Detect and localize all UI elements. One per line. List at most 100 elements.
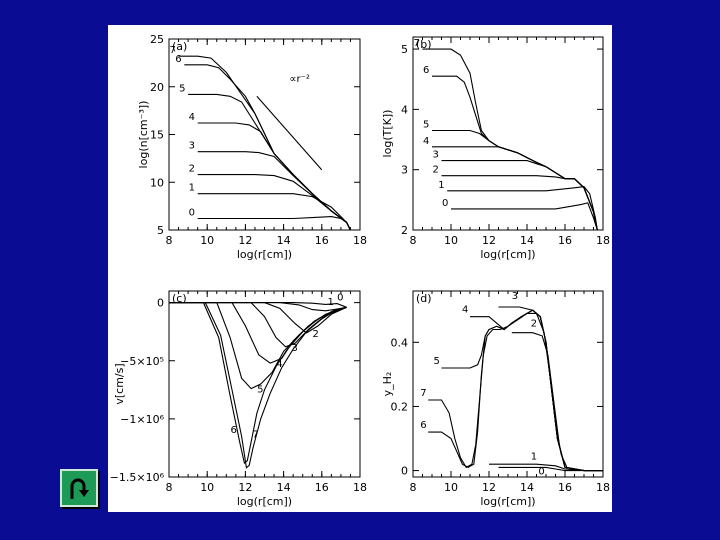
series-line-1 <box>447 186 598 231</box>
slope-annotation: ∝r⁻² <box>289 74 310 85</box>
plot-frame <box>412 290 604 478</box>
series-label-5: 5 <box>423 119 429 130</box>
series-line-6 <box>428 309 603 472</box>
x-tick-label: 10 <box>200 481 214 494</box>
panel-3: 8 10 12 14 16 180−5×10⁵−1×10⁶−1.5×10⁶log(r[cm… <box>110 290 367 508</box>
series-label-3: 3 <box>433 150 439 161</box>
series-label-6: 6 <box>175 54 181 65</box>
series-line-7 <box>178 55 351 231</box>
panel-1: 8 10 12 14 16 18510152025log(r[cm])log(n[cm⁻³… <box>137 33 367 261</box>
series-label-1: 1 <box>328 297 334 308</box>
series-label-1: 1 <box>189 183 195 194</box>
x-tick-label: 8 <box>166 481 173 494</box>
series-line-4 <box>197 122 351 231</box>
u-turn-arrow-icon <box>70 478 89 499</box>
y-tick-label: −5×10⁵ <box>120 355 164 368</box>
panel-label: (d) <box>416 292 432 305</box>
series-line-1 <box>197 193 351 231</box>
x-tick-label: 16 <box>315 234 329 247</box>
reference-line <box>256 95 323 171</box>
y-tick-label: 5 <box>157 224 164 237</box>
series-line-2 <box>197 174 351 231</box>
series-label-5: 5 <box>179 83 185 94</box>
series-line-3 <box>498 306 603 472</box>
x-tick-label: 16 <box>315 481 329 494</box>
series-line-6 <box>169 302 347 465</box>
y-tick-label: 2 <box>401 224 408 237</box>
series-line-0 <box>451 202 598 231</box>
panel-4: 8 10 12 14 16 1800.20.4log(r[cm])y_H₂(d)01234… <box>381 290 610 508</box>
series-label-7: 7 <box>420 388 426 399</box>
x-tick-label: 8 <box>410 481 417 494</box>
series-label-2: 2 <box>189 164 195 175</box>
x-tick-label: 18 <box>596 234 610 247</box>
x-tick-label: 12 <box>238 234 252 247</box>
x-tick-label: 10 <box>200 234 214 247</box>
series-line-2 <box>441 175 598 231</box>
x-tick-label: 10 <box>444 234 458 247</box>
series-label-2: 2 <box>313 329 319 340</box>
series-label-0: 0 <box>442 198 448 209</box>
series-line-4 <box>169 302 347 364</box>
series-line-6 <box>432 75 598 231</box>
series-label-0: 0 <box>538 466 544 477</box>
x-axis-label: log(r[cm]) <box>480 248 535 261</box>
series-line-5 <box>188 93 351 231</box>
series-label-6: 6 <box>423 65 429 76</box>
x-tick-label: 8 <box>410 234 417 247</box>
x-tick-label: 16 <box>558 234 572 247</box>
series-line-5 <box>441 309 603 472</box>
x-tick-label: 12 <box>482 481 496 494</box>
series-label-2: 2 <box>531 318 537 329</box>
series-label-7: 7 <box>252 430 258 441</box>
x-axis-label: log(r[cm]) <box>237 248 292 261</box>
series-line-1 <box>169 302 347 312</box>
series-line-0 <box>169 302 347 308</box>
series-line-5 <box>169 302 347 390</box>
x-tick-label: 12 <box>482 234 496 247</box>
series-label-2: 2 <box>433 165 439 176</box>
series-line-7 <box>169 302 347 469</box>
x-axis-label: log(r[cm]) <box>237 495 292 508</box>
series-label-5: 5 <box>434 356 440 367</box>
panel-2: 8 10 12 14 16 182345log(r[cm])log(T[K])(b)012… <box>381 36 610 261</box>
x-tick-label: 18 <box>596 481 610 494</box>
y-axis-label: v[cm/s] <box>113 363 126 404</box>
x-tick-label: 18 <box>353 481 367 494</box>
y-tick-label: 3 <box>401 164 408 177</box>
series-label-1: 1 <box>438 180 444 191</box>
series-label-0: 0 <box>337 292 343 303</box>
y-tick-label: 20 <box>150 81 164 94</box>
series-label-4: 4 <box>462 305 468 316</box>
x-tick-label: 14 <box>277 481 291 494</box>
series-label-3: 3 <box>512 291 518 302</box>
panel-label: (c) <box>172 292 187 305</box>
series-line-5 <box>432 129 598 231</box>
panel-label: (a) <box>172 40 187 53</box>
series-line-2 <box>511 332 603 472</box>
x-tick-label: 14 <box>520 481 534 494</box>
series-line-3 <box>441 160 598 231</box>
series-label-6: 6 <box>420 420 426 431</box>
series-label-0: 0 <box>189 208 195 219</box>
back-button[interactable] <box>60 469 98 507</box>
series-label-7: 7 <box>170 45 176 56</box>
y-tick-label: −1.5×10⁶ <box>110 471 165 484</box>
x-tick-label: 10 <box>444 481 458 494</box>
series-label-3: 3 <box>189 141 195 152</box>
y-tick-label: 0 <box>157 297 164 310</box>
y-tick-label: 25 <box>150 33 164 46</box>
y-tick-label: 10 <box>150 176 164 189</box>
x-tick-label: 18 <box>353 234 367 247</box>
y-tick-label: 0.4 <box>391 336 409 349</box>
x-tick-label: 8 <box>166 234 173 247</box>
series-line-7 <box>428 312 603 472</box>
series-label-6: 6 <box>230 425 236 436</box>
y-tick-label: 5 <box>401 43 408 56</box>
series-label-3: 3 <box>292 343 298 354</box>
y-tick-label: 4 <box>401 103 408 116</box>
series-label-5: 5 <box>257 385 263 396</box>
y-tick-label: 15 <box>150 129 164 142</box>
x-axis-label: log(r[cm]) <box>480 495 535 508</box>
series-label-4: 4 <box>189 112 195 123</box>
